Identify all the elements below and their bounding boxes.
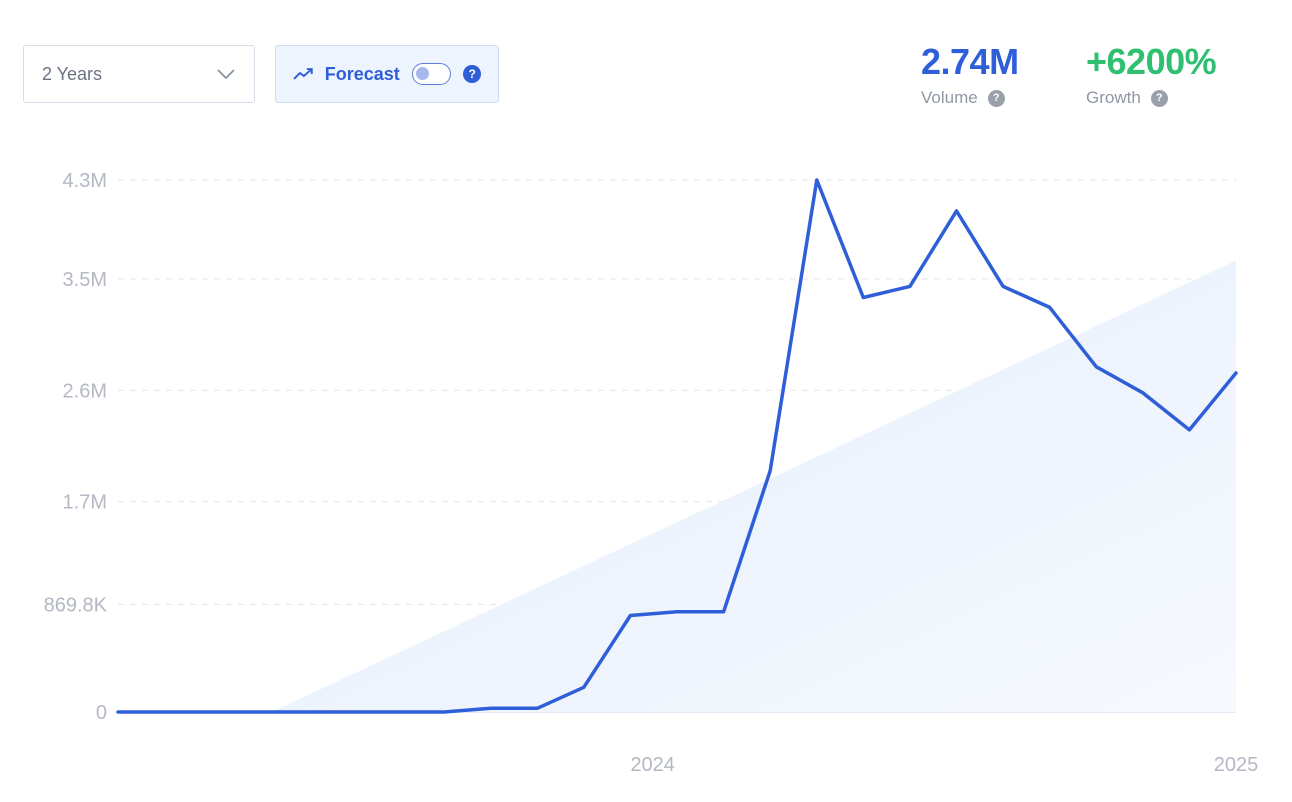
x-tick-labels: 2024 2025 (630, 754, 1258, 776)
trend-area-layer (271, 260, 1237, 712)
y-tick-label: 4.3M (63, 170, 107, 192)
y-tick-label: 869.8K (44, 594, 108, 616)
toggle-knob (415, 67, 429, 80)
forecast-help-icon[interactable]: ? (463, 65, 481, 83)
growth-value: +6200% (1086, 41, 1217, 82)
y-tick-labels: 0 869.8K 1.7M 2.6M 3.5M 4.3M (44, 170, 108, 724)
y-tick-label: 2.6M (63, 380, 107, 402)
x-tick-label: 2024 (630, 754, 675, 776)
y-tick-label: 1.7M (63, 492, 107, 514)
growth-stat: +6200% Growth ? (1086, 40, 1217, 108)
forecast-toggle[interactable] (411, 63, 452, 85)
trending-up-icon (293, 68, 313, 80)
volume-label: Volume (921, 88, 978, 107)
y-tick-label: 3.5M (63, 269, 107, 291)
series-line-layer (116, 178, 1238, 714)
time-range-dropdown[interactable]: 2 Years (23, 45, 255, 103)
x-tick-label: 2025 (1214, 754, 1259, 776)
growth-label: Growth (1086, 88, 1141, 107)
volume-help-icon[interactable]: ? (987, 89, 1005, 107)
growth-help-icon[interactable]: ? (1150, 89, 1168, 107)
chevron-down-icon (217, 69, 235, 80)
volume-stat: 2.74M Volume ? (921, 40, 1019, 108)
forecast-control[interactable]: Forecast ? (275, 45, 499, 103)
trend-area (271, 260, 1237, 712)
time-range-label: 2 Years (42, 63, 103, 84)
forecast-label: Forecast (324, 63, 400, 84)
volume-value: 2.74M (921, 41, 1019, 82)
y-tick-label: 0 (96, 702, 107, 724)
